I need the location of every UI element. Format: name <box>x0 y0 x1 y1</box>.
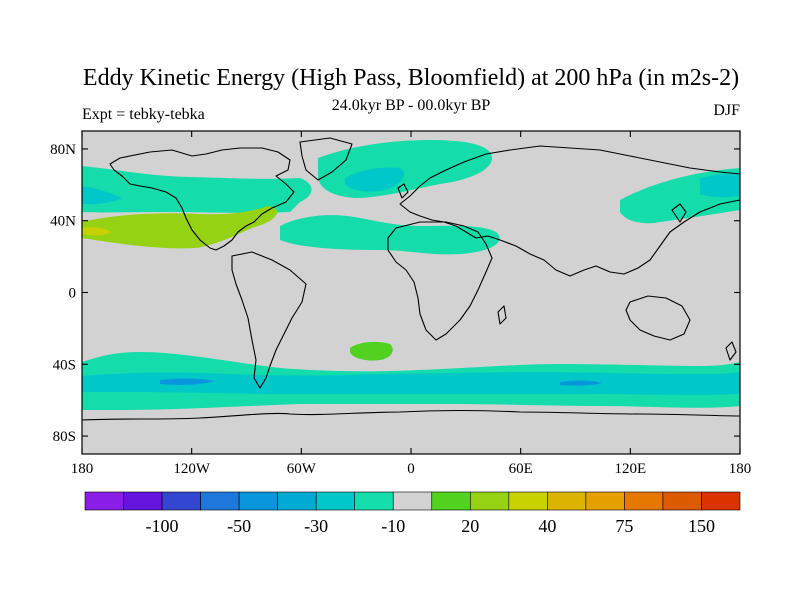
colorbar-label: -50 <box>227 516 251 536</box>
colorbar-box <box>547 491 587 511</box>
x-tick-label: 120E <box>614 461 646 477</box>
madagascar-coastline <box>497 305 507 325</box>
southern-ocean-deep-core-east <box>560 380 602 386</box>
north-pacific-negative-region <box>82 166 312 213</box>
season-label: DJF <box>713 102 740 119</box>
x-tick-label: 60E <box>509 461 533 477</box>
y-tick-label: 40S <box>53 357 76 373</box>
north-america-coastline <box>109 147 295 251</box>
colorbar-label: 20 <box>461 516 479 536</box>
x-tick-label: 0 <box>407 461 415 477</box>
map-panel <box>82 131 740 454</box>
subtropical-jet-core <box>82 227 112 236</box>
chart-title: Eddy Kinetic Energy (High Pass, Bloomfie… <box>83 65 739 91</box>
british-isles-coastline <box>397 183 409 199</box>
colorbar-label: -10 <box>381 516 405 536</box>
y-tick-label: 40N <box>50 214 76 230</box>
colorbar-box <box>392 491 433 511</box>
x-tick-label: 120W <box>173 461 211 477</box>
subtropical-jet-positive-region <box>82 206 278 249</box>
anomaly-field <box>82 140 740 410</box>
colorbar-box <box>354 491 394 511</box>
colorbar-box <box>469 491 510 511</box>
north-pacific-core <box>82 186 122 205</box>
north-atlantic-core <box>345 167 405 192</box>
colorbar-box <box>200 491 240 511</box>
colorbar-box <box>277 491 317 511</box>
colorbar-label: -100 <box>146 516 179 536</box>
africa-coastline <box>387 221 493 341</box>
colorbar-box <box>315 491 356 511</box>
x-tick-label: 180 <box>729 461 752 477</box>
west-pacific-core <box>700 172 740 198</box>
colorbar-label: 75 <box>615 516 633 536</box>
colorbar-label: 150 <box>688 516 715 536</box>
y-tick-label: 80N <box>50 142 76 158</box>
colorbar-box <box>431 491 471 511</box>
greenland-coastline <box>299 137 353 181</box>
southern-ocean-core <box>82 372 740 395</box>
y-tick-label: 80S <box>53 429 76 445</box>
colorbar-box <box>84 491 124 511</box>
south-atlantic-positive-region <box>350 341 393 361</box>
colorbar-box <box>585 491 625 511</box>
y-axis: 80N 40N 0 40S 80S <box>50 142 740 445</box>
japan-coastline <box>671 203 687 223</box>
x-tick-label: 60W <box>287 461 317 477</box>
colorbar-box <box>161 491 201 511</box>
europe-asia-coastline <box>399 145 740 277</box>
colorbar: -100 -50 -30 -10 20 40 75 150 <box>84 491 741 536</box>
colorbar-box <box>624 491 664 511</box>
australia-coastline <box>625 295 691 341</box>
x-tick-label: 180 <box>71 461 94 477</box>
southern-ocean-deep-core-west <box>160 378 215 385</box>
colorbar-box <box>508 491 548 511</box>
colorbar-box <box>123 491 163 511</box>
colorbar-box <box>662 491 702 511</box>
colorbar-label: 40 <box>538 516 556 536</box>
antarctica-coastline <box>82 409 740 421</box>
colorbar-label: -30 <box>304 516 328 536</box>
colorbar-box <box>701 491 741 511</box>
y-tick-label: 0 <box>69 286 77 302</box>
new-zealand-coastline <box>725 341 737 361</box>
experiment-label: Expt = tebky-tebka <box>82 106 205 123</box>
x-axis: 180 120W 60W 0 60E 120E 180 <box>71 131 752 477</box>
chart-subtitle: 24.0kyr BP - 00.0kyr BP <box>332 97 491 114</box>
south-america-coastline <box>231 251 307 389</box>
colorbar-box <box>238 491 278 511</box>
coastlines <box>82 137 740 421</box>
